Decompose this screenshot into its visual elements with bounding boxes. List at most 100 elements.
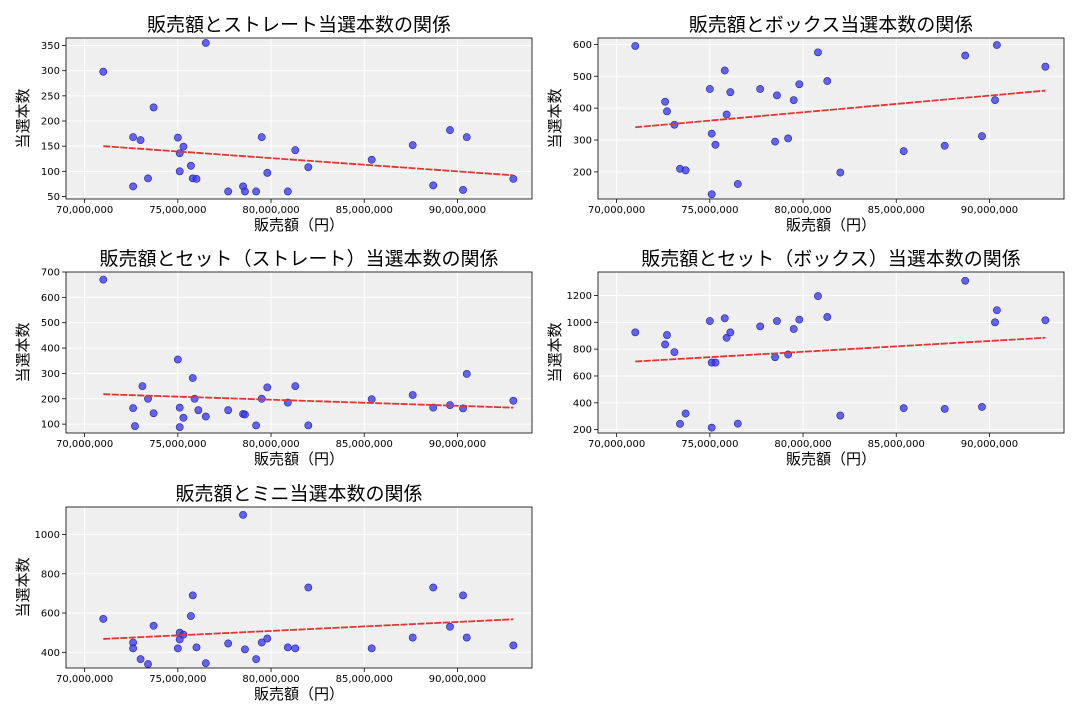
plot-frame <box>65 271 533 434</box>
y-tick-label: 1000 <box>35 530 60 541</box>
y-tick-label: 150 <box>41 142 60 153</box>
chart-title: 販売額とセット（ストレート）当選本数の関係 <box>99 248 498 270</box>
chart-panel-2: 70,000,000 75,000,000 80,000,000 85,000,000… <box>546 14 1065 234</box>
data-point <box>291 146 300 155</box>
x-tick-label: 80,000,000 <box>774 439 831 450</box>
data-point <box>814 292 822 301</box>
plot-area <box>598 272 1064 433</box>
y-tick-label: 1200 <box>567 291 592 302</box>
data-point <box>173 133 182 142</box>
data-point <box>257 133 266 142</box>
y-tick-label: 400 <box>573 398 592 409</box>
x-tick-label: 90,000,000 <box>429 205 486 216</box>
data-point <box>192 643 201 652</box>
data-point <box>446 126 454 134</box>
x-tick-label: 70,000,000 <box>56 205 113 216</box>
data-point <box>711 358 720 367</box>
data-point <box>201 412 210 421</box>
x-axis-label: 販売額（円） <box>786 450 876 468</box>
y-tick-label: 600 <box>41 293 60 304</box>
data-point <box>707 423 716 432</box>
data-point <box>367 395 376 404</box>
data-point <box>676 419 684 428</box>
chart-title: 販売額とセット（ボックス）当選本数の関係 <box>641 248 1020 270</box>
data-point <box>175 167 184 176</box>
data-point <box>99 67 108 76</box>
data-point <box>304 583 313 592</box>
data-point <box>961 276 970 285</box>
data-point <box>771 137 779 146</box>
data-point <box>661 340 670 349</box>
x-tick-label: 90,000,000 <box>961 205 1018 216</box>
data-point <box>304 421 313 430</box>
data-point <box>940 404 949 413</box>
y-axis-label: 当選本数 <box>14 557 32 617</box>
plot-frame <box>597 37 1065 200</box>
data-point <box>509 396 518 405</box>
y-tick-label: 700 <box>41 268 60 279</box>
data-point <box>462 133 471 142</box>
data-point <box>149 621 158 630</box>
y-axis-label: 当選本数 <box>546 322 564 382</box>
trend-line <box>103 393 514 409</box>
data-point <box>186 612 195 620</box>
chart-title: 販売額とミニ当選本数の関係 <box>175 483 422 505</box>
data-point <box>367 644 376 653</box>
data-point <box>961 51 970 60</box>
data-point <box>707 129 716 138</box>
y-tick-label: 500 <box>573 72 592 83</box>
data-point <box>304 163 313 172</box>
data-point <box>661 97 670 106</box>
data-point <box>252 655 261 664</box>
x-axis-label: 販売額（円） <box>786 216 876 234</box>
chart-panel-5: 70,000,000 75,000,000 80,000,000 85,000,000… <box>14 483 533 703</box>
chart-panel-4: 70,000,000 75,000,000 80,000,000 85,000,000… <box>546 248 1065 468</box>
data-point <box>99 615 108 623</box>
data-point <box>179 413 188 422</box>
data-point <box>367 155 376 164</box>
data-point <box>129 133 138 142</box>
data-point <box>459 591 467 600</box>
data-point <box>188 374 197 382</box>
x-tick-label: 90,000,000 <box>961 439 1018 450</box>
y-tick-label: 350 <box>41 41 60 52</box>
data-point <box>179 142 188 151</box>
data-point <box>408 633 417 642</box>
y-tick-label: 500 <box>41 318 60 329</box>
y-tick-label: 400 <box>573 104 592 115</box>
data-point <box>429 583 438 592</box>
chart-panel-3: 70,000,000 75,000,000 80,000,000 85,000,000… <box>14 248 533 468</box>
data-point <box>263 168 272 177</box>
data-point <box>795 80 804 89</box>
data-point <box>252 187 261 196</box>
x-tick-label: 70,000,000 <box>56 674 113 685</box>
y-axis-label: 当選本数 <box>14 322 32 382</box>
x-tick-label: 70,000,000 <box>588 439 645 450</box>
data-point <box>239 510 247 519</box>
data-point <box>462 370 471 378</box>
trend-line <box>103 145 514 177</box>
data-point <box>149 409 158 418</box>
data-point <box>992 306 1001 315</box>
plot-area <box>66 507 532 668</box>
y-tick-label: 800 <box>41 569 60 580</box>
data-point <box>795 315 804 324</box>
data-point <box>711 140 720 149</box>
chart-panel-1: 70,000,000 75,000,000 80,000,000 85,000,000… <box>14 14 533 234</box>
y-tick-label: 300 <box>41 66 60 77</box>
data-point <box>681 409 690 418</box>
data-point <box>224 639 233 648</box>
data-point <box>149 103 158 112</box>
data-point <box>631 42 640 50</box>
data-point <box>823 313 832 321</box>
plot-frame <box>65 37 533 200</box>
data-point <box>429 181 438 190</box>
data-point <box>722 110 731 119</box>
data-point <box>726 88 735 97</box>
data-point <box>978 402 986 411</box>
y-tick-label: 1000 <box>567 318 592 329</box>
data-point <box>670 348 679 356</box>
data-point <box>1041 316 1050 325</box>
data-point <box>462 633 471 642</box>
x-tick-label: 90,000,000 <box>429 439 486 450</box>
